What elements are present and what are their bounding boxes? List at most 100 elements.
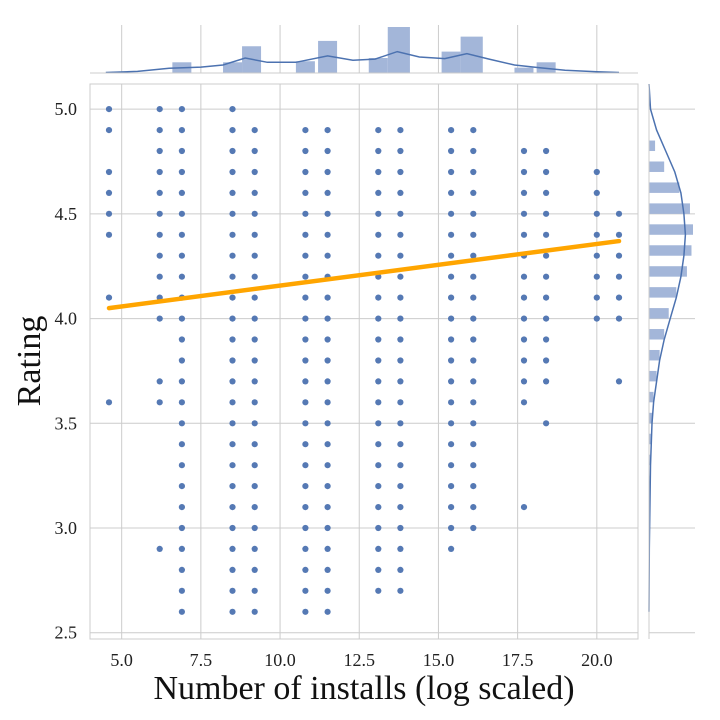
right-marginal-bar — [649, 454, 651, 466]
scatter-point — [448, 545, 455, 553]
scatter-point — [324, 252, 331, 259]
scatter-point — [156, 147, 163, 155]
scatter-point — [593, 294, 600, 301]
scatter-point — [251, 127, 258, 134]
scatter-point — [251, 420, 258, 427]
scatter-point — [156, 127, 163, 134]
scatter-point — [448, 462, 455, 469]
scatter-point — [375, 189, 382, 196]
scatter-point — [302, 566, 309, 574]
scatter-point — [448, 189, 455, 196]
scatter-point — [105, 189, 113, 196]
scatter-point — [375, 294, 382, 301]
scatter-point — [229, 252, 236, 259]
scatter-point — [615, 210, 623, 217]
scatter-point — [178, 147, 185, 155]
scatter-point — [251, 210, 258, 217]
scatter-point — [543, 168, 550, 176]
scatter-point — [324, 336, 331, 343]
y-tick-label: 3.5 — [55, 413, 78, 433]
right-marginal-bar — [649, 287, 677, 298]
scatter-point — [375, 252, 382, 259]
scatter-point — [324, 608, 331, 615]
right-marginal-bar — [649, 224, 693, 235]
scatter-point — [470, 127, 477, 134]
scatter-point — [448, 127, 455, 134]
right-marginal-bar — [649, 266, 687, 277]
scatter-point — [397, 483, 404, 490]
scatter-point — [324, 524, 331, 532]
scatter-point — [178, 608, 185, 615]
scatter-point — [470, 189, 477, 196]
scatter-point — [251, 357, 258, 364]
scatter-point — [302, 252, 309, 259]
scatter-point — [448, 483, 455, 490]
scatter-point — [229, 441, 236, 448]
scatter-point — [397, 378, 404, 385]
scatter-point — [448, 357, 455, 364]
scatter-point — [375, 336, 382, 343]
scatter-point — [470, 210, 477, 217]
scatter-point — [302, 168, 309, 176]
y-tick-label: 2.5 — [55, 623, 78, 643]
scatter-point — [324, 441, 331, 448]
top-marginal-bar — [295, 61, 315, 73]
scatter-point — [156, 210, 163, 217]
scatter-point — [105, 210, 113, 217]
scatter-point — [543, 378, 550, 385]
scatter-point — [229, 545, 236, 553]
scatter-point — [397, 336, 404, 343]
scatter-point — [543, 147, 550, 155]
scatter-point — [324, 357, 331, 364]
scatter-point — [324, 566, 331, 574]
scatter-point — [593, 210, 600, 217]
scatter-point — [520, 168, 528, 176]
scatter-point — [324, 483, 331, 490]
scatter-point — [178, 315, 185, 322]
scatter-point — [229, 127, 236, 134]
scatter-point — [251, 566, 258, 574]
scatter-point — [397, 252, 404, 259]
scatter-point — [324, 399, 331, 406]
y-tick-label: 4.0 — [55, 309, 78, 329]
scatter-point — [251, 273, 258, 280]
scatter-point — [470, 252, 477, 259]
scatter-point — [324, 168, 331, 176]
scatter-point — [105, 127, 113, 134]
scatter-point — [251, 315, 258, 322]
scatter-point — [105, 294, 113, 301]
scatter-point — [520, 210, 528, 217]
scatter-point — [178, 545, 185, 553]
scatter-point — [375, 566, 382, 574]
scatter-point — [324, 378, 331, 385]
y-tick-label: 3.0 — [55, 518, 78, 538]
scatter-point — [229, 399, 236, 406]
scatter-point — [178, 357, 185, 364]
scatter-point — [324, 545, 331, 553]
right-marginal-bar — [649, 349, 660, 361]
scatter-point — [375, 357, 382, 364]
scatter-point — [178, 524, 185, 532]
y-tick-label: 5.0 — [55, 99, 78, 119]
scatter-point — [302, 294, 309, 301]
scatter-point — [470, 483, 477, 490]
scatter-point — [229, 608, 236, 615]
scatter-point — [302, 524, 309, 532]
scatter-point — [178, 231, 185, 238]
scatter-point — [470, 420, 477, 427]
scatter-point — [178, 420, 185, 427]
scatter-point — [251, 462, 258, 469]
scatter-point — [470, 168, 477, 176]
scatter-point — [251, 294, 258, 301]
scatter-point — [302, 483, 309, 490]
scatter-point — [593, 315, 600, 322]
scatter-point — [251, 378, 258, 385]
scatter-point — [543, 189, 550, 196]
top-marginal — [90, 25, 638, 74]
scatter-point — [520, 399, 528, 406]
scatter-point — [324, 147, 331, 155]
scatter-point — [302, 504, 309, 511]
scatter-point — [251, 252, 258, 259]
scatter-point — [470, 462, 477, 469]
